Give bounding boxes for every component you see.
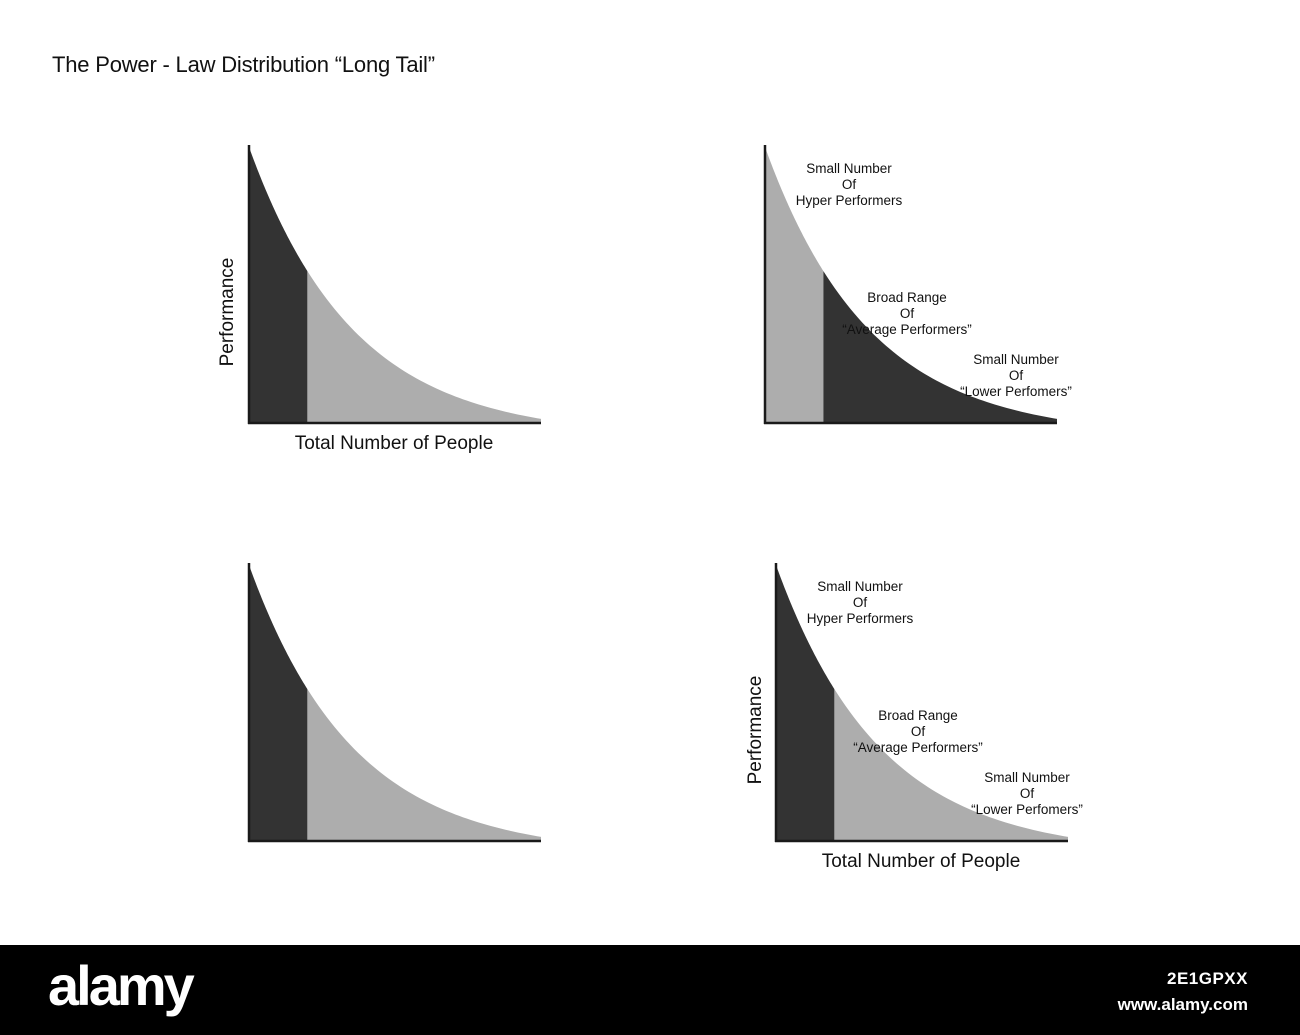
chart-bottom-left [247, 563, 541, 843]
annotation-2: Broad Range Of “Average Performers” [853, 708, 983, 755]
watermark-site: www.alamy.com [1117, 995, 1248, 1014]
page-title: The Power - Law Distribution “Long Tail” [52, 52, 435, 77]
annotation-3: Small Number Of “Lower Perfomers” [971, 770, 1083, 817]
chart-top-left: Total Number of People Performance [217, 145, 541, 454]
y-axis-label: Performance [745, 676, 766, 785]
watermark-logo: alamy [48, 954, 195, 1017]
area-segment-1 [249, 147, 308, 423]
watermark-footer: alamy 2E1GPXX www.alamy.com [0, 945, 1300, 1035]
figure-canvas: Total Number of People Performance Small N… [217, 145, 1083, 872]
area-segment-1 [249, 565, 308, 841]
x-axis-label: Total Number of People [822, 851, 1021, 872]
area-segment-1 [776, 565, 835, 841]
x-axis-label: Total Number of People [295, 433, 494, 454]
annotation-2: Broad Range Of “Average Performers” [842, 290, 972, 337]
area-segment-2 [823, 271, 1057, 423]
annotation-1: Small Number Of Hyper Performers [796, 161, 903, 208]
area-segment-2 [834, 689, 1068, 841]
area-segment-1 [765, 147, 824, 423]
watermark-image-id: 2E1GPXX [1167, 969, 1248, 988]
chart-top-right: Small Number Of Hyper Performers Broad Rang… [763, 145, 1072, 425]
area-segment-2 [307, 271, 541, 423]
area-segment-2 [307, 689, 541, 841]
annotation-3: Small Number Of “Lower Perfomers” [960, 352, 1072, 399]
y-axis-label: Performance [217, 258, 238, 367]
annotation-1: Small Number Of Hyper Performers [807, 579, 914, 626]
chart-bottom-right: Total Number of People Performance Small N… [745, 563, 1083, 872]
